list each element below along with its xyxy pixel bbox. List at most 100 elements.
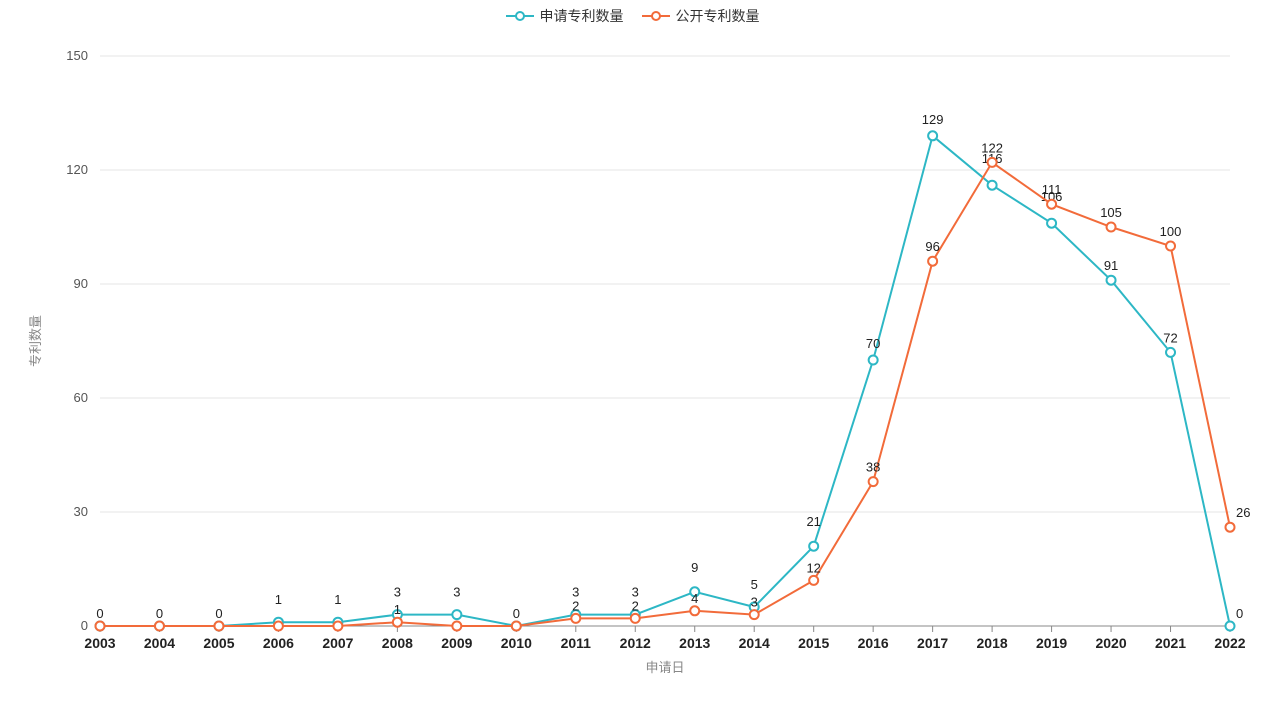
data-point[interactable] <box>1047 200 1056 209</box>
x-tick-label: 2015 <box>798 635 829 651</box>
x-tick-label: 2014 <box>739 635 770 651</box>
value-label: 0 <box>513 606 520 621</box>
x-tick-label: 2018 <box>977 635 1008 651</box>
value-label: 3 <box>394 585 401 600</box>
x-tick-label: 2022 <box>1214 635 1245 651</box>
data-point[interactable] <box>512 622 521 631</box>
data-point[interactable] <box>690 606 699 615</box>
value-label: 72 <box>1163 330 1177 345</box>
legend-swatch-0 <box>506 9 534 23</box>
value-label: 38 <box>866 460 880 475</box>
data-point[interactable] <box>988 158 997 167</box>
chart-legend: 申请专利数量 公开专利数量 <box>0 0 1265 26</box>
value-label: 0 <box>1236 606 1243 621</box>
data-point[interactable] <box>571 614 580 623</box>
data-point[interactable] <box>1226 622 1235 631</box>
y-axis-title: 专利数量 <box>28 315 43 367</box>
data-point[interactable] <box>809 542 818 551</box>
legend-item-0[interactable]: 申请专利数量 <box>506 6 624 26</box>
y-tick-label: 150 <box>66 48 88 63</box>
data-point[interactable] <box>928 131 937 140</box>
value-label: 4 <box>691 591 698 606</box>
value-label: 91 <box>1104 258 1118 273</box>
data-point[interactable] <box>869 356 878 365</box>
data-point[interactable] <box>96 622 105 631</box>
data-point[interactable] <box>631 614 640 623</box>
x-tick-label: 2008 <box>382 635 413 651</box>
data-point[interactable] <box>452 622 461 631</box>
value-label: 1 <box>334 592 341 607</box>
legend-item-1[interactable]: 公开专利数量 <box>642 6 760 26</box>
value-label: 0 <box>215 606 222 621</box>
data-point[interactable] <box>928 257 937 266</box>
x-tick-label: 2005 <box>203 635 234 651</box>
x-tick-label: 2006 <box>263 635 294 651</box>
value-label: 122 <box>981 140 1003 155</box>
data-point[interactable] <box>1107 276 1116 285</box>
value-label: 12 <box>806 560 820 575</box>
value-label: 1 <box>275 592 282 607</box>
series-1: 1224312389612211110510026 <box>96 140 1251 630</box>
x-tick-label: 2021 <box>1155 635 1186 651</box>
x-tick-label: 2019 <box>1036 635 1067 651</box>
y-tick-label: 0 <box>81 618 88 633</box>
data-point[interactable] <box>988 181 997 190</box>
value-label: 3 <box>632 585 639 600</box>
y-tick-label: 120 <box>66 162 88 177</box>
legend-label-0: 申请专利数量 <box>540 6 624 26</box>
x-axis-title: 申请日 <box>645 660 684 675</box>
x-tick-label: 2012 <box>620 635 651 651</box>
value-label: 26 <box>1236 505 1250 520</box>
data-point[interactable] <box>333 622 342 631</box>
series-0: 000113303395217012911610691720 <box>96 112 1244 631</box>
data-point[interactable] <box>1226 523 1235 532</box>
value-label: 1 <box>394 602 401 617</box>
data-point[interactable] <box>155 622 164 631</box>
data-point[interactable] <box>1107 223 1116 232</box>
x-tick-label: 2011 <box>561 635 592 651</box>
legend-label-1: 公开专利数量 <box>676 6 760 26</box>
legend-swatch-1 <box>642 9 670 23</box>
x-tick-label: 2017 <box>917 635 948 651</box>
value-label: 129 <box>922 112 944 127</box>
x-tick-label: 2013 <box>679 635 710 651</box>
x-tick-label: 2016 <box>858 635 889 651</box>
x-tick-label: 2003 <box>84 635 115 651</box>
x-tick-label: 2010 <box>501 635 532 651</box>
value-label: 2 <box>572 598 579 613</box>
value-label: 5 <box>751 577 758 592</box>
data-point[interactable] <box>393 618 402 627</box>
data-point[interactable] <box>274 622 283 631</box>
value-label: 96 <box>925 239 939 254</box>
x-tick-label: 2007 <box>322 635 353 651</box>
y-gridlines: 0306090120150 <box>66 48 1230 633</box>
value-label: 2 <box>632 598 639 613</box>
value-label: 0 <box>156 606 163 621</box>
chart-canvas: 0306090120150200320042005200620072008200… <box>0 26 1265 707</box>
x-tick-label: 2009 <box>441 635 472 651</box>
value-label: 21 <box>806 514 820 529</box>
value-label: 0 <box>96 606 103 621</box>
x-axis: 2003 2004 2005 2006 2007 2008 2009 2010 2011 2012… <box>84 626 1245 651</box>
data-point[interactable] <box>809 576 818 585</box>
data-point[interactable] <box>1166 242 1175 251</box>
data-point[interactable] <box>1047 219 1056 228</box>
y-tick-label: 90 <box>74 276 88 291</box>
value-label: 100 <box>1160 224 1182 239</box>
data-point[interactable] <box>214 622 223 631</box>
value-label: 3 <box>572 585 579 600</box>
x-tick-label: 2020 <box>1095 635 1126 651</box>
value-label: 9 <box>691 560 698 575</box>
value-label: 3 <box>751 595 758 610</box>
y-tick-label: 60 <box>74 390 88 405</box>
value-label: 111 <box>1042 182 1062 197</box>
data-point[interactable] <box>869 477 878 486</box>
data-point[interactable] <box>452 610 461 619</box>
patent-line-chart: 申请专利数量公开专利数量 030609012015020032004200520… <box>0 0 1265 711</box>
y-tick-label: 30 <box>74 504 88 519</box>
data-point[interactable] <box>1166 348 1175 357</box>
value-label: 105 <box>1100 205 1122 220</box>
data-point[interactable] <box>750 610 759 619</box>
value-label: 70 <box>866 336 880 351</box>
x-tick-label: 2004 <box>144 635 175 651</box>
